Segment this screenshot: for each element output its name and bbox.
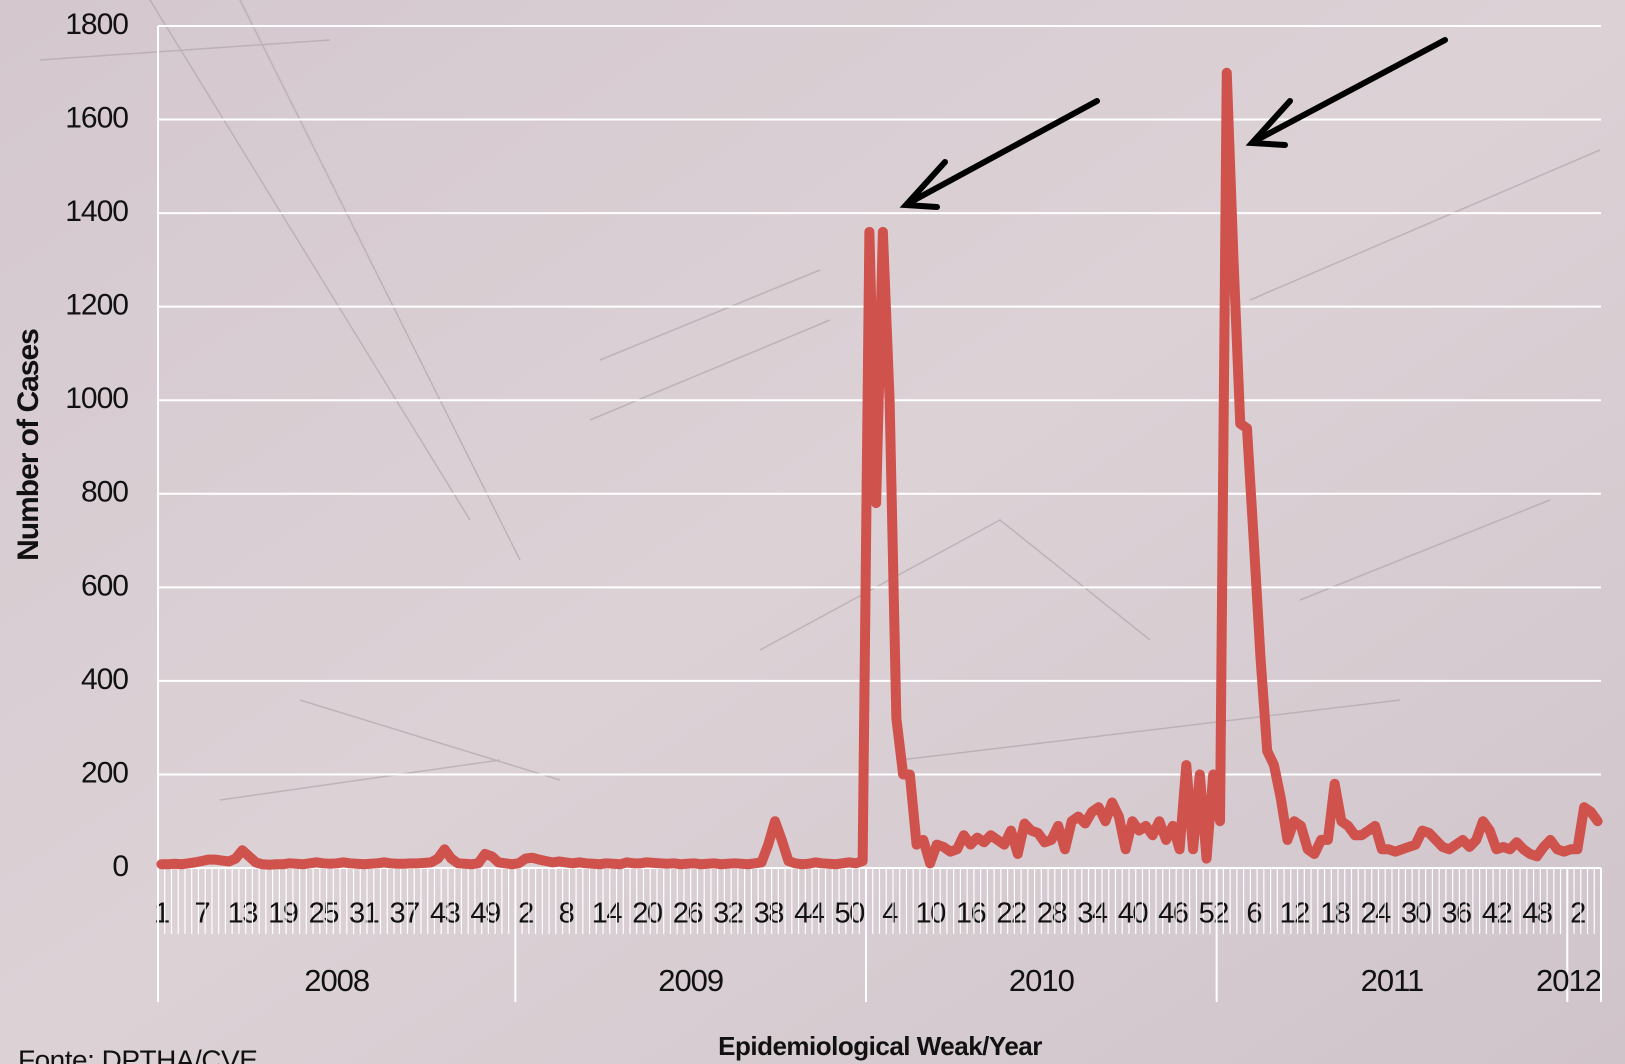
x-tick-label: 2 [1570, 898, 1585, 930]
x-tick-label: 4 [882, 898, 898, 930]
year-label: 2012 [1536, 963, 1601, 998]
x-tick-label: 34 [1077, 898, 1108, 930]
year-label: 2008 [304, 963, 369, 998]
y-tick-label: 200 [81, 756, 128, 789]
y-tick-label: 600 [81, 569, 128, 602]
y-tick-label: 1600 [65, 101, 128, 134]
x-axis-title: Epidemiological Weak/Year [718, 1031, 1042, 1061]
x-tick-label: 6 [1246, 898, 1261, 930]
y-tick-label: 1400 [65, 195, 128, 228]
x-tick-label: 14 [592, 898, 623, 930]
y-tick-label: 400 [81, 663, 128, 696]
y-tick-label: 1800 [65, 8, 128, 41]
chart: Number of Cases Epidemiological Weak/Yea… [0, 0, 1625, 1064]
y-tick-label: 0 [112, 850, 128, 883]
year-label: 2009 [658, 963, 723, 998]
x-tick-label: 1 [154, 898, 169, 930]
year-label: 2011 [1361, 963, 1424, 998]
y-tick-label: 800 [81, 476, 128, 509]
year-label: 2010 [1009, 963, 1075, 998]
x-tick-label: 7 [195, 898, 210, 930]
y-axis-title: Number of Cases [12, 329, 45, 561]
y-tick-label: 1000 [65, 382, 128, 415]
x-tick-label: 2 [518, 898, 533, 930]
x-tick-label: 44 [794, 898, 825, 930]
x-tick-label: 8 [559, 898, 574, 930]
x-tick-label: 24 [1360, 898, 1391, 930]
source-note: Fonte: DPTHA/CVE [18, 1044, 257, 1064]
y-tick-label: 1200 [65, 289, 128, 322]
